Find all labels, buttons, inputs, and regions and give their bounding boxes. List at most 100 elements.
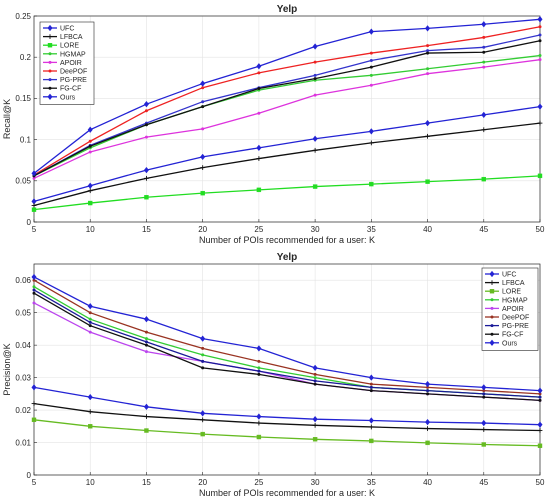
legend-label: Ours — [60, 94, 76, 101]
legend-label: DeePOF — [60, 69, 87, 76]
legend-label: UFC — [60, 26, 74, 33]
data-point-ours — [537, 16, 543, 23]
data-point-fg-cf — [201, 105, 205, 109]
data-point-ufc — [368, 417, 374, 424]
data-point-ufc — [425, 418, 431, 426]
series-line-lore — [33, 419, 541, 447]
data-point-lfbca — [31, 401, 37, 406]
data-point-ours — [481, 21, 487, 28]
data-point-deepof — [426, 385, 430, 389]
x-tick-label: 20 — [198, 478, 207, 487]
data-point-lfbca — [200, 165, 206, 171]
data-point-fg-cf — [426, 392, 430, 396]
data-point-deepof — [257, 71, 261, 75]
series-line-ufc — [33, 386, 541, 426]
legend-label: PG-PRE — [60, 77, 87, 84]
series-fg-cf — [32, 39, 542, 178]
data-point-pg-pre — [482, 392, 486, 396]
series-line-pg-pre — [33, 289, 541, 398]
legend-marker — [489, 280, 495, 285]
series-pg-pre — [32, 288, 542, 399]
data-point-fg-cf — [88, 324, 92, 328]
data-point-lfbca — [87, 409, 93, 415]
y-tick-label: 0.03 — [15, 373, 31, 382]
data-point-fg-cf — [88, 144, 92, 148]
legend-label: APOIR — [502, 306, 524, 313]
series-line-pg-pre — [33, 34, 541, 177]
legend-item-lore: LORE — [43, 43, 79, 50]
y-axis-label: Precision@K — [2, 343, 12, 395]
data-point-lfbca — [537, 428, 543, 433]
data-point-pg-pre — [313, 73, 317, 77]
series-line-fg-cf — [33, 40, 541, 177]
legend-label: PG-PRE — [502, 323, 529, 330]
legend-marker — [47, 43, 53, 48]
data-point-fg-cf — [538, 39, 542, 43]
series-line-ours — [33, 18, 541, 174]
data-point-ours — [312, 364, 318, 372]
data-point-deepof — [482, 35, 486, 39]
data-point-ours — [87, 126, 93, 133]
data-point-ours — [200, 80, 206, 87]
data-point-lfbca — [144, 175, 149, 181]
data-point-lfbca — [87, 188, 93, 194]
legend-marker — [490, 306, 494, 310]
series-line-deepof — [33, 279, 541, 395]
data-point-deepof — [144, 330, 148, 334]
legend-item-apoir: APOIR — [43, 60, 82, 67]
x-tick-label: 50 — [536, 225, 545, 234]
series-apoir — [32, 58, 542, 180]
legend-item-deepof: DeePOF — [485, 315, 529, 322]
data-point-deepof — [538, 392, 542, 396]
legend-marker — [490, 315, 494, 319]
data-point-pg-pre — [538, 395, 542, 399]
data-point-ufc — [31, 384, 37, 391]
data-point-fg-cf — [369, 389, 373, 393]
data-point-ours — [256, 345, 262, 352]
legend-item-deepof: DeePOF — [43, 69, 87, 76]
legend-label: FG-CF — [60, 86, 81, 93]
y-tick-label: 0.05 — [15, 308, 31, 317]
legend-marker — [48, 69, 52, 73]
data-point-lore — [481, 442, 486, 447]
data-point-ufc — [200, 153, 206, 161]
data-point-apoir — [144, 350, 148, 354]
series-lore — [31, 173, 543, 212]
data-point-lore — [200, 190, 205, 196]
data-point-lore — [312, 184, 318, 189]
series-line-ours — [33, 276, 541, 392]
data-point-lfbca — [200, 417, 206, 423]
series-ufc — [31, 384, 543, 428]
x-tick-label: 20 — [198, 225, 207, 234]
x-tick-label: 35 — [367, 225, 376, 234]
data-point-lore — [425, 179, 430, 184]
data-point-ufc — [143, 166, 149, 174]
data-point-ufc — [537, 421, 543, 428]
data-point-lore — [144, 195, 149, 200]
data-point-apoir — [32, 176, 36, 180]
data-point-lore — [481, 176, 486, 182]
data-point-lore — [537, 443, 543, 448]
x-tick-label: 30 — [311, 478, 320, 487]
data-point-apoir — [32, 301, 36, 305]
data-point-apoir — [144, 135, 148, 139]
series-lore — [31, 417, 543, 448]
y-tick-label: 0 — [27, 471, 32, 480]
data-point-ufc — [143, 403, 149, 411]
data-point-apoir — [88, 330, 92, 334]
data-point-ufc — [537, 103, 543, 110]
x-tick-label: 10 — [86, 478, 95, 487]
series-deepof — [32, 25, 542, 177]
legend-item-ufc: UFC — [485, 270, 516, 279]
legend-item-ours: Ours — [485, 339, 518, 347]
legend-item-lfbca: LFBCA — [43, 34, 83, 41]
legend-marker — [48, 86, 52, 90]
data-point-lfbca — [312, 147, 318, 153]
x-tick-label: 15 — [142, 478, 151, 487]
legend-label: LORE — [60, 43, 79, 50]
legend-item-apoir: APOIR — [485, 306, 524, 313]
data-point-ufc — [312, 135, 318, 142]
data-point-ufc — [368, 128, 374, 135]
data-point-ours — [200, 335, 206, 342]
